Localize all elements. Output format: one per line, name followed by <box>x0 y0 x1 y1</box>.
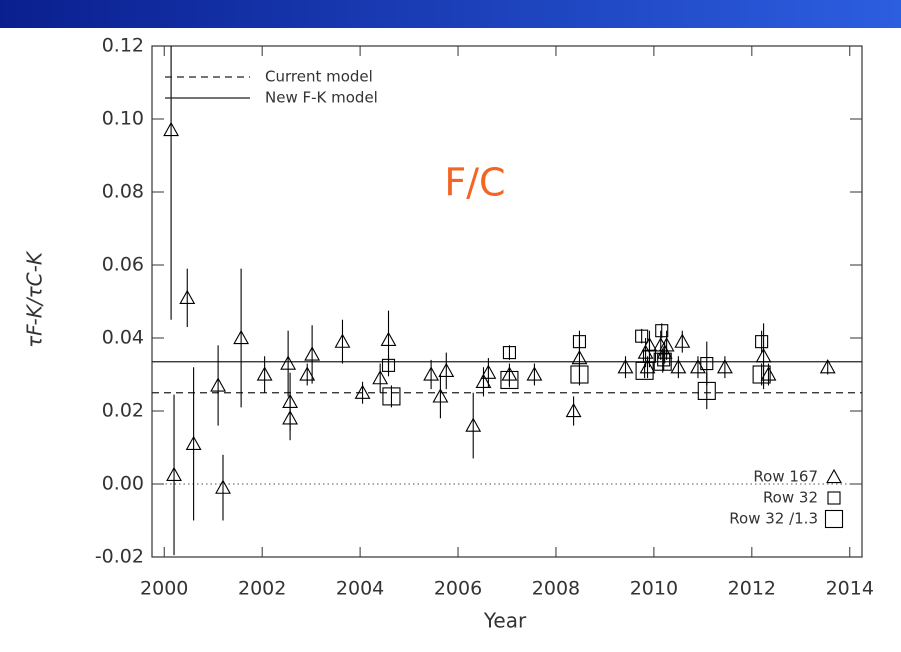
y-tick-label: 0.08 <box>102 181 144 203</box>
triangle-marker <box>716 359 733 374</box>
legend-label: Row 167 <box>753 468 818 486</box>
big-square-marker <box>697 381 716 400</box>
triangle-marker <box>185 435 202 451</box>
square-marker <box>755 335 769 349</box>
triangle-marker <box>465 417 482 432</box>
x-tick-label: 2000 <box>140 578 188 600</box>
y-tick-label: 0.10 <box>102 108 144 130</box>
legend-label: Row 32 <box>763 489 818 507</box>
triangle-marker <box>690 359 706 374</box>
triangle-marker <box>282 410 299 425</box>
big-square-marker <box>635 361 654 380</box>
triangle-marker <box>674 333 691 348</box>
header-band <box>0 0 901 28</box>
big-square-marker <box>653 352 672 371</box>
triangle-marker <box>280 355 297 370</box>
plot-frame <box>151 45 863 558</box>
x-tick-label: 2002 <box>238 578 286 600</box>
y-tick-label: 0.04 <box>102 327 144 349</box>
legend-marker <box>827 491 841 505</box>
triangle-marker <box>639 359 656 374</box>
triangle-marker <box>304 346 321 361</box>
triangle-marker <box>423 366 440 381</box>
triangle-marker <box>215 479 231 494</box>
big-square-marker <box>752 365 771 384</box>
square-marker <box>655 324 669 338</box>
y-tick-label: -0.02 <box>95 546 144 568</box>
triangle-marker <box>166 466 182 482</box>
legend-label: Current model <box>265 68 373 86</box>
x-tick-label: 2006 <box>434 578 482 600</box>
square-marker <box>381 358 396 372</box>
triangle-marker <box>475 373 492 388</box>
triangle-marker <box>526 366 543 381</box>
triangle-marker <box>438 362 455 378</box>
y-tick-label: 0.06 <box>102 254 144 276</box>
x-tick-label: 2004 <box>336 578 384 600</box>
big-square-marker <box>570 365 589 384</box>
triangle-marker <box>819 359 836 374</box>
y-tick-label: 0.02 <box>102 400 144 422</box>
triangle-marker <box>299 366 316 381</box>
triangle-marker <box>354 384 371 399</box>
triangle-marker <box>656 344 673 359</box>
x-axis-label: Year <box>483 609 527 633</box>
legend-marker <box>826 468 842 484</box>
y-tick-label: 0.12 <box>102 35 144 57</box>
square-marker <box>657 353 671 367</box>
x-tick-label: 2014 <box>826 578 874 600</box>
square-marker <box>635 329 649 343</box>
triangle-marker <box>163 121 180 137</box>
legend-label: Row 32 /1.3 <box>729 510 818 528</box>
annotation: F/C <box>444 161 505 205</box>
triangle-marker <box>210 377 227 392</box>
triangle-marker <box>755 348 772 363</box>
x-tick-label: 2008 <box>532 578 580 600</box>
triangle-marker <box>380 331 397 346</box>
x-tick-label: 2010 <box>630 578 678 600</box>
triangle-marker <box>760 366 777 381</box>
triangle-marker <box>432 388 449 403</box>
triangle-marker <box>565 402 582 418</box>
big-square-marker <box>500 370 519 390</box>
square-marker <box>502 346 516 360</box>
square-marker <box>572 335 587 349</box>
triangle-marker <box>372 370 389 385</box>
triangle-marker <box>233 329 250 345</box>
triangle-marker <box>256 366 273 381</box>
triangle-marker <box>670 359 687 374</box>
triangle-marker <box>179 289 196 305</box>
big-square-marker <box>382 387 401 406</box>
triangle-marker <box>334 333 351 348</box>
x-tick-label: 2012 <box>728 578 776 600</box>
legend-label: New F-K model <box>265 89 378 107</box>
triangle-marker <box>617 359 634 374</box>
y-tick-label: 0.00 <box>102 473 144 495</box>
y-axis-label: τF-K/τC-K <box>23 250 47 348</box>
plot-area <box>152 46 862 556</box>
triangle-marker <box>658 337 675 352</box>
legend-marker <box>824 509 844 529</box>
square-marker <box>700 356 714 371</box>
triangle-marker <box>480 364 497 379</box>
